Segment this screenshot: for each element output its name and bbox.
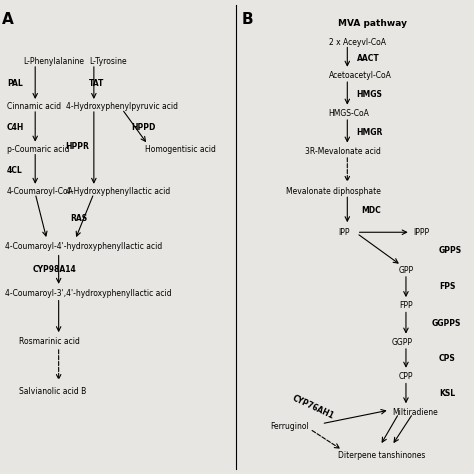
Text: Cinnamic acid: Cinnamic acid — [7, 102, 61, 111]
Text: AACT: AACT — [356, 55, 379, 63]
Text: RAS: RAS — [70, 215, 88, 223]
Text: Salvianolic acid B: Salvianolic acid B — [19, 387, 86, 395]
Text: FPP: FPP — [399, 301, 412, 310]
Text: 4-Hydroxyphenylpyruvic acid: 4-Hydroxyphenylpyruvic acid — [66, 102, 178, 111]
Text: 4-Coumaroyl-4'-hydroxyphenyllactic acid: 4-Coumaroyl-4'-hydroxyphenyllactic acid — [5, 242, 162, 251]
Text: L-Tyrosine: L-Tyrosine — [89, 57, 127, 66]
Text: L-Phenylalanine: L-Phenylalanine — [23, 57, 84, 66]
Text: KSL: KSL — [439, 389, 455, 398]
Text: MDC: MDC — [361, 207, 381, 215]
Text: A: A — [2, 12, 14, 27]
Text: Homogentisic acid: Homogentisic acid — [146, 145, 216, 154]
Text: HPPD: HPPD — [131, 123, 156, 132]
Text: 4-Coumaroyl-3',4'-hydroxyphenyllactic acid: 4-Coumaroyl-3',4'-hydroxyphenyllactic ac… — [5, 290, 171, 298]
Text: Diterpene tanshinones: Diterpene tanshinones — [338, 451, 425, 459]
Text: HMGS-CoA: HMGS-CoA — [328, 109, 369, 118]
Text: 4CL: 4CL — [7, 166, 23, 174]
Text: TAT: TAT — [89, 80, 105, 88]
Text: Acetoacetyl-CoA: Acetoacetyl-CoA — [328, 72, 392, 80]
Text: 4-Coumaroyl-CoA: 4-Coumaroyl-CoA — [7, 188, 74, 196]
Text: GGPPS: GGPPS — [432, 319, 461, 328]
Text: C4H: C4H — [7, 123, 25, 132]
Text: 4-Hydroxyphenyllactic acid: 4-Hydroxyphenyllactic acid — [66, 188, 170, 196]
Text: 3R-Mevalonate acid: 3R-Mevalonate acid — [305, 147, 381, 156]
Text: GPPS: GPPS — [439, 246, 462, 255]
Text: HPPR: HPPR — [66, 143, 90, 151]
Text: HMGR: HMGR — [356, 128, 383, 137]
Text: Mevalonate diphosphate: Mevalonate diphosphate — [286, 188, 381, 196]
Text: B: B — [242, 12, 253, 27]
Text: HMGS: HMGS — [356, 91, 383, 99]
Text: 2 x Aceyvl-CoA: 2 x Aceyvl-CoA — [328, 38, 385, 47]
Text: Ferruginol: Ferruginol — [270, 422, 309, 431]
Text: GPP: GPP — [399, 266, 414, 274]
Text: IPP: IPP — [338, 228, 349, 237]
Text: CPP: CPP — [399, 373, 413, 381]
Text: Miltiradiene: Miltiradiene — [392, 408, 438, 417]
Text: FPS: FPS — [439, 283, 455, 291]
Text: Rosmarinic acid: Rosmarinic acid — [19, 337, 80, 346]
Text: PAL: PAL — [7, 80, 23, 88]
Text: CPS: CPS — [439, 355, 456, 363]
Text: GGPP: GGPP — [392, 338, 413, 346]
Text: MVA pathway: MVA pathway — [338, 19, 407, 28]
Text: p-Coumaric acid: p-Coumaric acid — [7, 145, 70, 154]
Text: CYP98A14: CYP98A14 — [33, 265, 77, 273]
Text: CYP76AH1: CYP76AH1 — [291, 394, 336, 421]
Text: IPPP: IPPP — [413, 228, 429, 237]
